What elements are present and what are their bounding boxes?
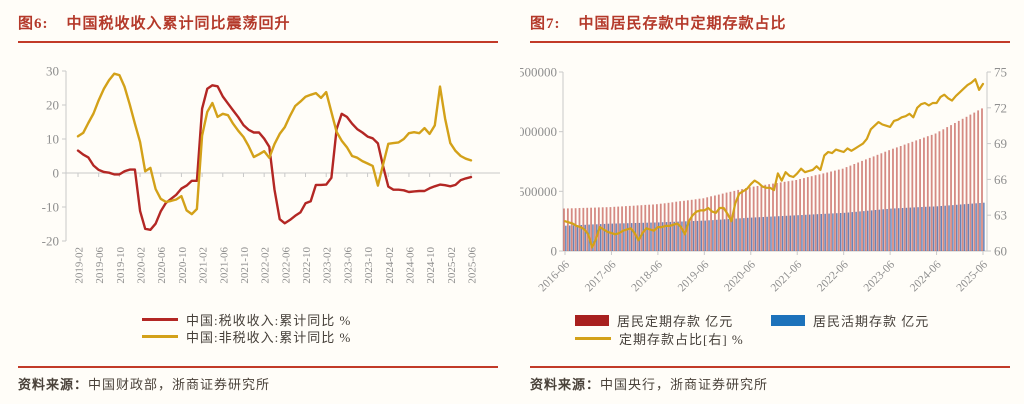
- svg-text:2021-10: 2021-10: [239, 247, 251, 284]
- svg-text:2020-10: 2020-10: [177, 247, 189, 284]
- svg-text:2021-06: 2021-06: [769, 258, 805, 294]
- svg-text:2021-06: 2021-06: [218, 247, 230, 284]
- figure-7-source-label: 资料来源：: [530, 377, 601, 392]
- figure-6-source-label: 资料来源：: [18, 377, 89, 392]
- demand-deposits-swatch: [771, 314, 805, 326]
- tax-line-swatch: [142, 318, 178, 321]
- svg-text:0: 0: [551, 244, 558, 259]
- svg-text:2022-06: 2022-06: [815, 258, 851, 294]
- svg-text:2020-06: 2020-06: [156, 247, 168, 284]
- legend-item-time-deposit-ratio: 定期存款占比[右] %: [575, 329, 744, 348]
- svg-text:2016-06: 2016-06: [537, 258, 573, 294]
- svg-text:-10: -10: [42, 200, 59, 215]
- deposits-bar-chart: 0 500000 1000000 1500000 60 63 66 69 72 75 2016-06…: [512, 47, 1016, 309]
- figure-7-title: 中国居民存款中定期存款占比: [578, 16, 787, 32]
- nontax-line-swatch: [142, 335, 178, 338]
- svg-text:2019-06: 2019-06: [94, 247, 106, 284]
- svg-text:2019-06: 2019-06: [676, 258, 712, 294]
- svg-text:2025-06: 2025-06: [955, 258, 991, 294]
- figure-6-title-rule: [18, 41, 498, 43]
- legend-item-demand-deposits: 居民活期存款 亿元: [771, 311, 929, 330]
- svg-text:2020-06: 2020-06: [722, 258, 758, 294]
- svg-text:2020-02: 2020-02: [136, 247, 148, 284]
- svg-text:2023-10: 2023-10: [363, 247, 375, 284]
- legend-item-time-deposits: 居民定期存款 亿元: [575, 311, 771, 330]
- svg-text:2022-10: 2022-10: [301, 247, 313, 284]
- figure-6-panel: 图6: 中国税收收入累计同比震荡回升 30 20 10 0 -10 -20 2019-02 20…: [0, 0, 512, 393]
- svg-text:-20: -20: [42, 234, 59, 249]
- svg-text:0: 0: [53, 166, 60, 181]
- figure-6-source: 资料来源：中国财政部，浙商证券研究所: [18, 374, 270, 393]
- svg-text:2017-06: 2017-06: [583, 258, 619, 294]
- figure-7-panel: 图7: 中国居民存款中定期存款占比 0 500000 1000000 1500000 60…: [512, 0, 1024, 404]
- time-deposit-ratio-swatch: [575, 336, 611, 340]
- deposits-bar-chart-svg: 0 500000 1000000 1500000 60 63 66 69 72 75 2016-06…: [512, 65, 1008, 295]
- figure-6-source-rule: [18, 366, 498, 368]
- svg-text:2024-06: 2024-06: [908, 258, 944, 294]
- svg-text:2019-10: 2019-10: [115, 247, 127, 284]
- legend-item-tax: 中国:税收收入:累计同比 %: [142, 311, 512, 328]
- svg-text:10: 10: [46, 132, 59, 147]
- svg-text:20: 20: [46, 98, 59, 113]
- legend-row-1: 居民定期存款 亿元 居民活期存款 亿元: [575, 311, 1024, 329]
- figure-6-legend: 中国:税收收入:累计同比 % 中国:非税收入:累计同比 %: [142, 311, 512, 345]
- time-deposit-ratio-legend-label: 定期存款占比[右] %: [619, 331, 744, 347]
- tax-revenue-line-chart: 30 20 10 0 -10 -20 2019-02 2019-06 2019-10 2020-0…: [8, 47, 504, 309]
- svg-text:2025-06: 2025-06: [466, 247, 478, 284]
- svg-text:75: 75: [994, 65, 1007, 80]
- svg-text:2023-06: 2023-06: [862, 258, 898, 294]
- svg-text:2019-02: 2019-02: [74, 247, 86, 284]
- svg-text:2023-02: 2023-02: [322, 247, 334, 284]
- figure-6-source-text: 中国财政部，浙商证券研究所: [88, 377, 271, 392]
- figure-7-source-text: 中国央行，浙商证券研究所: [600, 377, 769, 392]
- figure-7-label: 图7:: [530, 16, 561, 32]
- tax-revenue-line-chart-svg: 30 20 10 0 -10 -20 2019-02 2019-06 2019-10 2020-0…: [42, 64, 500, 284]
- svg-text:2021-02: 2021-02: [198, 247, 210, 284]
- svg-text:69: 69: [994, 136, 1007, 151]
- svg-text:63: 63: [994, 208, 1007, 223]
- svg-text:2023-06: 2023-06: [342, 247, 354, 284]
- figure-7-legend: 居民定期存款 亿元 居民活期存款 亿元 定期存款占比[右] %: [575, 311, 1024, 347]
- time-deposits-legend-label: 居民定期存款 亿元: [617, 313, 734, 329]
- svg-text:66: 66: [994, 172, 1008, 187]
- svg-text:2024-02: 2024-02: [384, 247, 396, 284]
- svg-text:2025-02: 2025-02: [446, 247, 458, 284]
- svg-text:60: 60: [994, 244, 1007, 259]
- figure-7-source-rule: [530, 366, 1010, 368]
- svg-text:2018-06: 2018-06: [629, 258, 665, 294]
- figure-7-title-rule: [530, 41, 1010, 43]
- figure-7-titlebar: 图7: 中国居民存款中定期存款占比: [512, 0, 1024, 34]
- svg-text:500000: 500000: [520, 184, 557, 199]
- svg-text:2022-02: 2022-02: [260, 247, 272, 284]
- svg-text:2022-06: 2022-06: [280, 247, 292, 284]
- svg-text:2024-10: 2024-10: [425, 247, 437, 284]
- svg-text:1000000: 1000000: [520, 124, 557, 139]
- figure-6-title: 中国税收收入累计同比震荡回升: [66, 16, 291, 32]
- svg-text:30: 30: [46, 64, 59, 79]
- time-deposits-swatch: [575, 314, 609, 326]
- tax-legend-label: 中国:税收收入:累计同比 %: [186, 313, 352, 328]
- legend-row-2: 定期存款占比[右] %: [575, 329, 1024, 347]
- nontax-legend-label: 中国:非税收入:累计同比 %: [186, 330, 352, 345]
- legend-item-nontax: 中国:非税收入:累计同比 %: [142, 328, 512, 345]
- figure-6-titlebar: 图6: 中国税收收入累计同比震荡回升: [0, 0, 512, 34]
- svg-text:2024-06: 2024-06: [404, 247, 416, 284]
- figure-7-source: 资料来源：中国央行，浙商证券研究所: [530, 374, 768, 393]
- figure-6-label: 图6:: [18, 16, 49, 32]
- svg-text:1500000: 1500000: [520, 65, 557, 80]
- svg-text:72: 72: [994, 100, 1007, 115]
- demand-deposits-legend-label: 居民活期存款 亿元: [813, 313, 930, 329]
